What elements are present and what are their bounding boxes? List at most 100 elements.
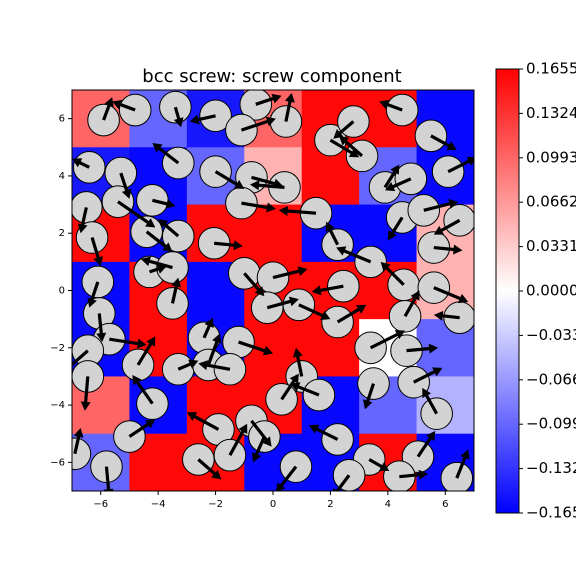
y-tick-label: −6 xyxy=(50,457,65,468)
arrow xyxy=(149,264,167,274)
atom xyxy=(104,156,138,190)
arrow xyxy=(152,198,176,209)
arrow xyxy=(290,382,320,397)
arrow xyxy=(128,419,156,438)
colorbar-tick-label: −0.0993 xyxy=(526,415,576,433)
field-cell xyxy=(244,204,303,263)
arrow xyxy=(206,333,222,366)
atom xyxy=(199,155,232,188)
colorbar-tick-label: −0.0662 xyxy=(526,370,576,388)
arrow xyxy=(332,474,351,491)
arrow xyxy=(250,180,285,191)
atom xyxy=(394,162,428,196)
atom xyxy=(443,204,474,237)
arrow xyxy=(72,349,89,372)
arrow xyxy=(311,284,344,296)
arrow xyxy=(189,114,216,125)
arrow xyxy=(77,207,88,234)
arrow xyxy=(430,134,457,151)
atom xyxy=(72,191,103,224)
arrow xyxy=(308,424,339,441)
atom xyxy=(385,93,419,127)
axes-decor: −6 −4 −2 0 2 4 6 −6 −4 −2 0 2 4 6 0.1655 0.1324 0.0993 0.… xyxy=(50,60,576,522)
arrow xyxy=(329,138,360,158)
arrow xyxy=(412,367,443,384)
arrow xyxy=(325,221,340,246)
atom xyxy=(250,291,284,324)
colorbar-tick-label: −0.1655 xyxy=(526,504,576,522)
arrow xyxy=(336,246,372,264)
arrow xyxy=(272,266,308,280)
arrow xyxy=(170,277,182,304)
x-tick-label: 2 xyxy=(327,499,333,510)
arrow xyxy=(202,317,214,339)
arrow xyxy=(213,240,243,251)
arrow xyxy=(423,199,459,212)
atom xyxy=(265,383,298,416)
arrow xyxy=(186,412,220,431)
arrow xyxy=(403,290,420,318)
atom xyxy=(327,269,360,303)
arrow xyxy=(251,435,266,463)
arrow xyxy=(173,106,184,128)
atom xyxy=(420,397,453,430)
arrow xyxy=(152,142,180,165)
colorbar-tick-label: −0.1324 xyxy=(526,459,576,477)
y-tick-label: −2 xyxy=(50,343,65,354)
arrow xyxy=(422,387,439,415)
arrow xyxy=(241,201,276,213)
arrow xyxy=(406,343,439,354)
arrow xyxy=(447,156,474,174)
arrow xyxy=(109,337,147,349)
arrow xyxy=(197,458,222,480)
arrow xyxy=(90,237,103,267)
arrow xyxy=(255,93,282,106)
arrow xyxy=(280,373,299,401)
atom xyxy=(136,183,169,217)
arrow xyxy=(292,347,304,377)
arrow xyxy=(112,99,136,112)
arrow xyxy=(117,200,156,228)
y-tick-label: 6 xyxy=(59,114,65,125)
arrow xyxy=(416,430,436,458)
chart-title: bcc screw: screw component xyxy=(142,66,401,87)
arrow xyxy=(140,256,173,270)
arrow xyxy=(362,383,376,410)
arrow xyxy=(433,244,463,255)
x-tick-label: −6 xyxy=(93,499,108,510)
arrow xyxy=(136,336,156,366)
arrow xyxy=(433,218,461,235)
arrow xyxy=(228,423,248,456)
atom xyxy=(113,420,146,453)
arrow xyxy=(243,272,265,297)
y-tick-label: 0 xyxy=(59,286,65,297)
x-tick-label: −4 xyxy=(151,499,166,510)
arrow xyxy=(96,313,107,343)
arrow xyxy=(380,261,405,286)
arrow xyxy=(369,330,406,350)
arrow xyxy=(383,164,400,189)
atom xyxy=(414,119,448,153)
arrow xyxy=(433,310,460,321)
arrow xyxy=(379,99,403,112)
arrow xyxy=(145,230,173,252)
arrow xyxy=(240,116,276,132)
atom xyxy=(213,438,247,472)
atom xyxy=(440,461,474,491)
x-tick-label: −2 xyxy=(208,499,223,510)
arrow xyxy=(177,359,199,371)
atom xyxy=(161,146,195,180)
atom xyxy=(354,245,387,279)
arrow xyxy=(72,158,90,169)
arrow xyxy=(103,466,114,491)
arrow xyxy=(266,296,299,310)
arrow xyxy=(102,97,114,121)
arrow xyxy=(278,206,317,216)
arrow xyxy=(298,303,331,320)
arrow xyxy=(238,340,273,356)
colorbar xyxy=(495,68,520,514)
arrow xyxy=(384,177,412,192)
arrow xyxy=(73,427,84,455)
arrow xyxy=(455,449,470,479)
